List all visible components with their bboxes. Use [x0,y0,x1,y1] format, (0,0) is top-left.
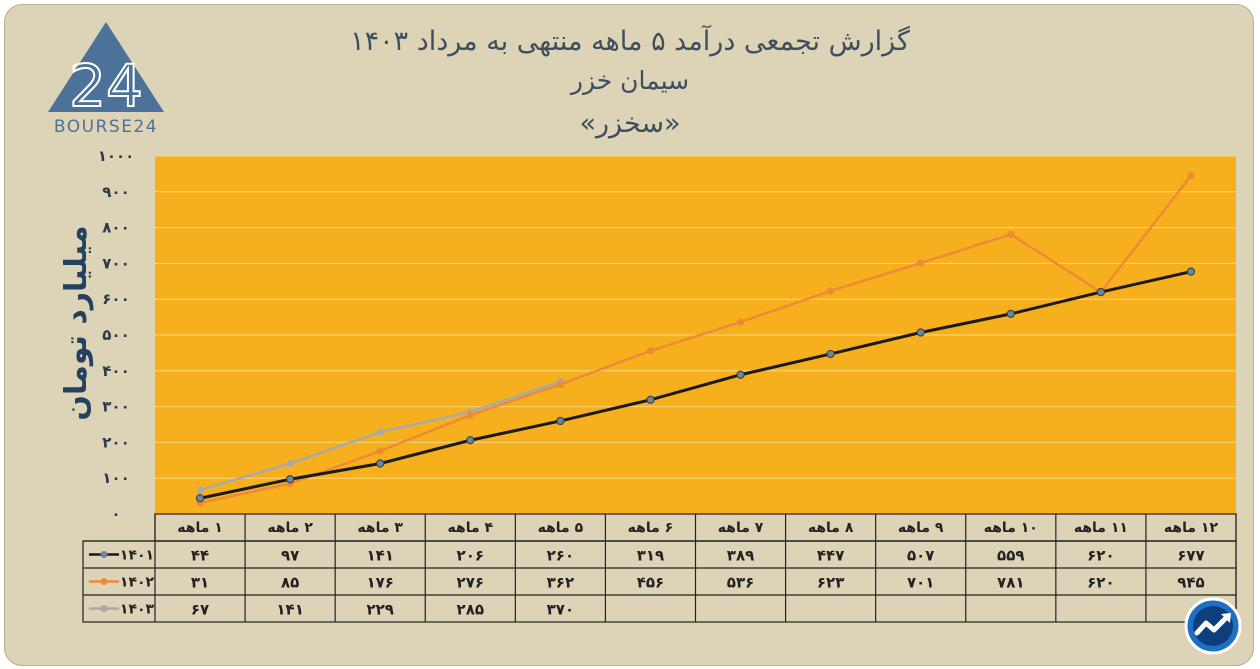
y-tick-label: ۴۰۰ [102,362,129,380]
table-cell: ۶۲۰ [1087,574,1114,592]
table-cell: ۷۰۱ [907,574,934,592]
y-axis-label: میلیارد تومان [59,225,94,420]
data-point [1187,172,1195,180]
data-point [466,436,475,445]
table-cell: ۵۰۷ [907,547,934,565]
chart-title: گزارش تجمعی درآمد ۵ ماهه منتهی به مرداد … [350,26,910,57]
table-header-cell: ۱۰ ماهه [984,520,1038,536]
data-point [286,475,295,484]
table-header-cell: ۱۱ ماهه [1074,520,1128,536]
data-point [195,494,205,503]
data-point [376,447,384,455]
data-point [827,287,835,295]
y-axis-ticks: ۰ ۱۰۰ ۲۰۰ ۳۰۰ ۴۰۰ ۵۰۰ ۶۰۰ ۷۰۰ ۸۰۰ ۹۰۰ ۱۰۰۰ [98,147,135,523]
legend-label: ۱۴۰۱ [120,548,154,564]
data-point [556,416,565,426]
legend-marker [100,551,108,558]
y-tick-label: ۹۰۰ [102,183,129,201]
logo-glyph: 24 [69,52,143,120]
y-tick-label: ۱۰۰۰ [98,147,135,165]
table-header-cell: ۵ ماهه [538,520,584,536]
series-line [199,270,1192,500]
table-cell: ۳۸۹ [727,547,754,565]
y-tick-label: ۰ [111,505,120,523]
data-point [916,328,925,337]
data-point [286,459,294,468]
table-header-cell: ۲ ماهه [267,520,313,536]
y-tick-label: ۳۰۰ [102,398,129,416]
data-point [826,349,835,359]
table-header-cell: ۹ ماهه [898,520,944,536]
series-line [199,174,1192,505]
logo-text: BOURSE24 [54,117,158,137]
table-header-cell: ۱۲ ماهه [1164,520,1219,536]
table-header-cell: ۴ ماهه [448,520,494,536]
table-cell: ۲۲۹ [366,601,393,619]
y-tick-label: ۸۰۰ [102,219,129,237]
y-tick-label: ۲۰۰ [102,433,129,451]
table-cell: ۴۵۶ [637,574,664,592]
y-tick-label: ۱۰۰ [102,469,129,487]
chart-subtitle: سیمان خزر [570,66,690,95]
y-tick-label: ۵۰۰ [102,326,129,344]
table-cell: ۳۱ [191,574,209,592]
data-point [646,395,655,404]
legend-label: ۱۴۰۲ [120,575,155,591]
table-cell: ۲۶۰ [547,547,574,565]
table-cell: ۶۲۳ [817,574,844,592]
table-cell: ۶۷۷ [1177,547,1204,565]
data-point [556,380,564,389]
table-cell: ۳۱۹ [637,547,664,565]
table-cell: ۱۴۱ [366,547,393,565]
table-cell: ۸۵ [281,574,299,592]
data-point [1007,230,1015,239]
table-cell: ۱۴۱ [276,601,303,619]
table-header-cell: ۷ ماهه [718,520,764,536]
y-tick-label: ۶۰۰ [102,290,129,308]
table-cell: ۷۸۱ [997,574,1024,592]
data-point [376,459,385,468]
table-cell: ۹۷ [281,547,299,565]
legend-label: ۱۴۰۳ [120,602,155,618]
data-point [646,347,655,355]
table-cell: ۶۷ [191,601,209,619]
table-cell: ۴۴ [191,547,209,565]
table-cell: ۶۲۰ [1087,547,1114,565]
data-point [196,486,204,494]
table-header-cell: ۶ ماهه [628,520,674,536]
data-table: ۱ ماهه ۲ ماهه ۳ ماهه ۴ ماهه ۵ ماهه ۶ ماهه ۷ ما… [82,513,1237,623]
table-cell: ۲۰۶ [457,547,484,565]
legend-marker [100,605,108,612]
table-cell: ۵۵۹ [997,547,1024,565]
table-cell: ۲۸۵ [457,601,484,619]
table-cell: ۳۶۲ [547,574,574,592]
bourse24-logo: 24 BOURSE24 [48,22,164,137]
table-cell: ۵۳۶ [727,574,754,592]
data-point [736,318,745,326]
table-cell: ۴۴۷ [817,547,844,565]
table-header-cell: ۸ ماهه [808,520,854,536]
trend-badge-icon [1184,597,1242,655]
data-point [376,428,384,436]
legend-marker [100,578,108,585]
table-cell: ۹۴۵ [1177,574,1204,592]
table-cell: ۱۷۶ [366,574,393,592]
table-cell: ۲۷۶ [457,574,484,592]
table-header-cell: ۱ ماهه [177,520,223,536]
data-point [1186,267,1196,276]
data-point [1096,287,1105,297]
table-header-cell: ۳ ماهه [357,520,403,536]
data-point [736,370,745,379]
y-tick-label: ۷۰۰ [102,254,129,272]
data-point [917,259,925,267]
data-point [466,411,474,419]
table-cell: ۳۷۰ [547,601,574,619]
symbol-label: «سخزر» [579,108,681,139]
series-lines [195,172,1196,507]
data-point [1006,309,1015,318]
